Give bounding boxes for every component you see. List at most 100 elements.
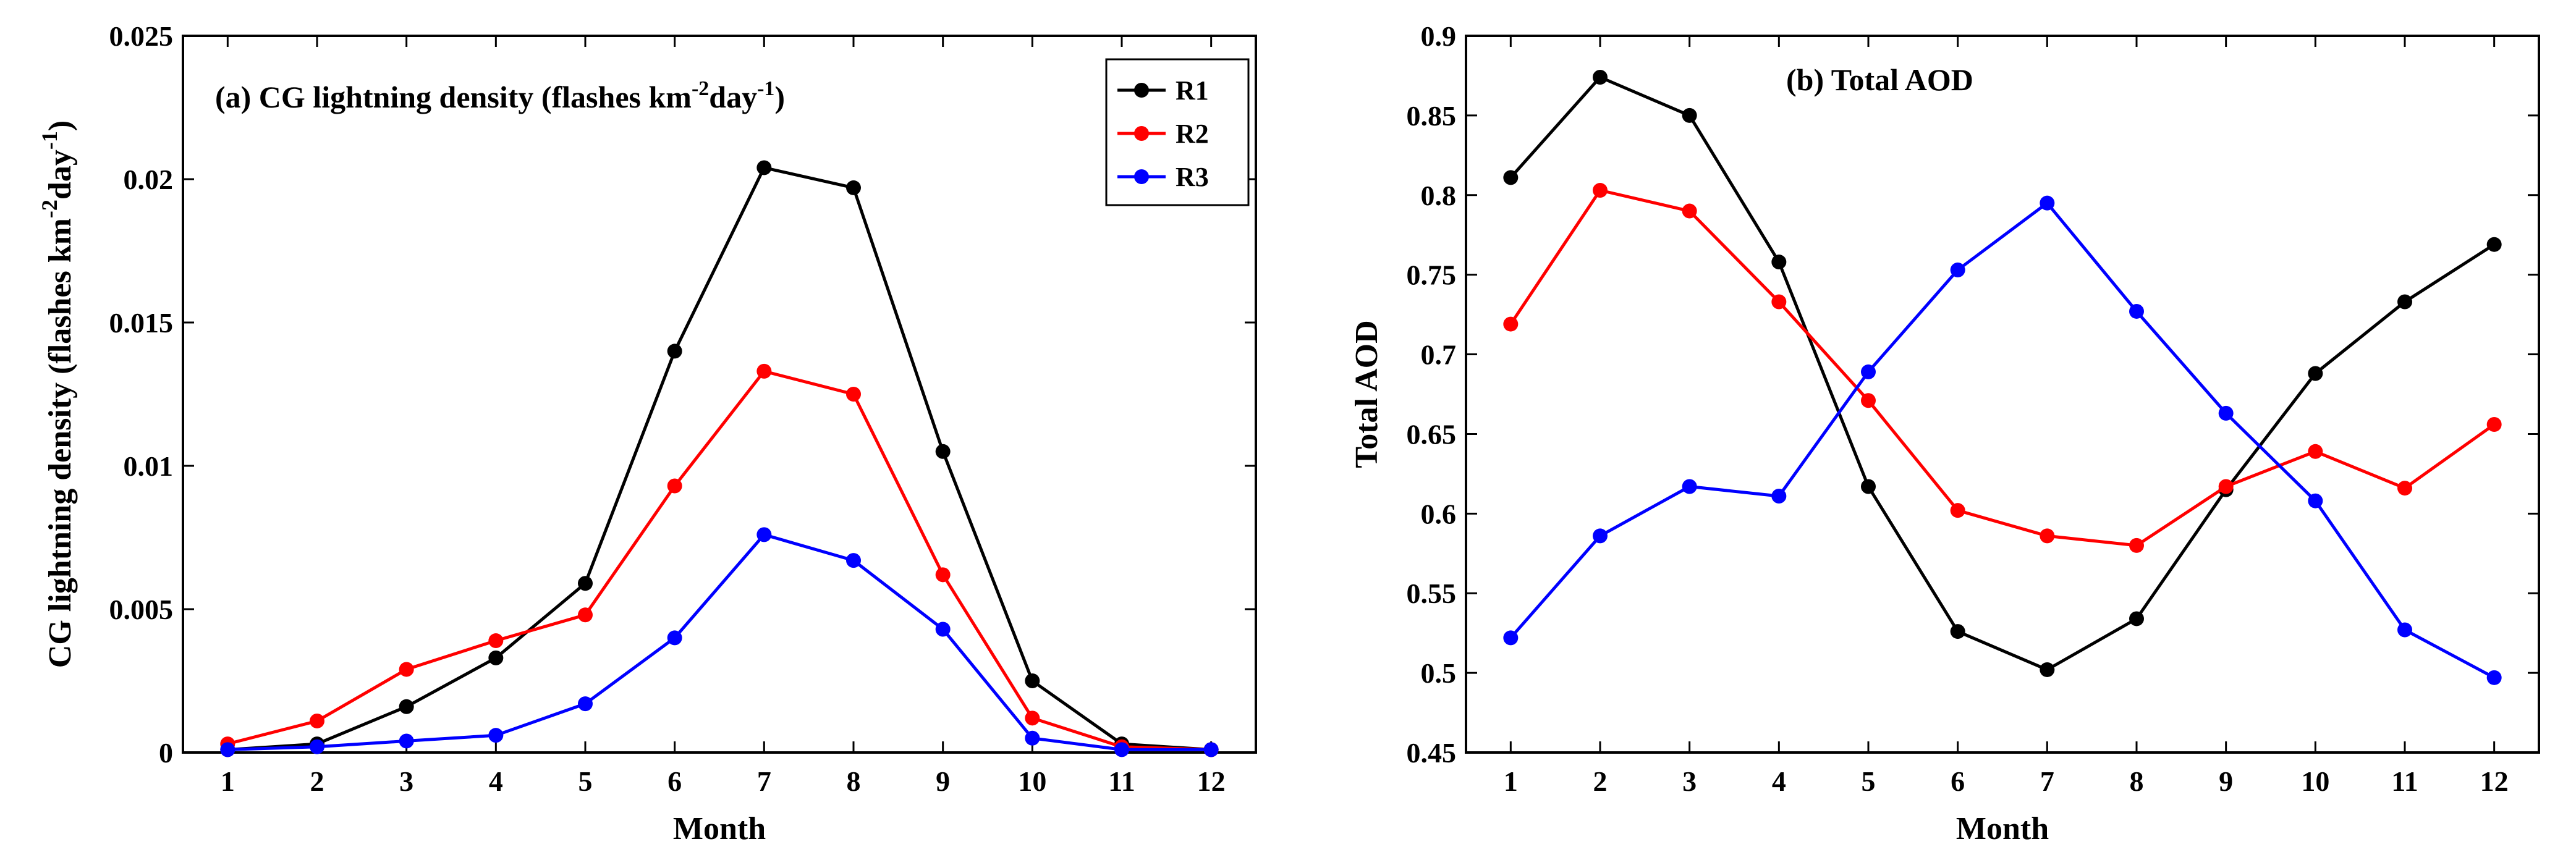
chart-b-data-point-r3 bbox=[2308, 493, 2323, 508]
chart-b-data-point-r2 bbox=[2040, 528, 2055, 544]
chart-b-data-point-r1 bbox=[2308, 366, 2323, 381]
chart-b-y-tick-label: 0.5 bbox=[1421, 657, 1457, 689]
chart-b-series-line-r1 bbox=[1509, 75, 2496, 672]
chart-b-x-tick-label: 10 bbox=[2301, 765, 2329, 797]
chart-a-x-tick-label: 10 bbox=[1018, 765, 1046, 797]
chart-b-x-tick-label: 8 bbox=[2130, 765, 2144, 797]
chart-b-y-tick-label: 0.9 bbox=[1421, 20, 1457, 52]
chart-a-data-point-r3 bbox=[310, 739, 324, 754]
chart-a-x-tick-label: 8 bbox=[847, 765, 861, 797]
chart-b-data-point-r2 bbox=[1682, 203, 1697, 219]
chart-a-x-tick-label: 11 bbox=[1108, 765, 1135, 797]
chart-b-x-axis-label: Month bbox=[1956, 811, 2049, 846]
legend-item-r2: R2 bbox=[1117, 119, 1209, 149]
chart-a-data-point-r3 bbox=[667, 630, 682, 646]
chart-b-y-tick-label: 0.8 bbox=[1421, 180, 1457, 211]
chart-b-data-point-r2 bbox=[2308, 444, 2323, 459]
chart-a-data-point-r3 bbox=[578, 696, 593, 712]
chart-b-data-point-r1 bbox=[1682, 108, 1697, 123]
chart-b-data-point-r2 bbox=[1771, 294, 1787, 310]
chart-b-series-line-r2 bbox=[1509, 188, 2496, 547]
chart-b-data-point-r1 bbox=[1503, 170, 1519, 185]
chart-b-y-ticks: 0.45 0.5 0.55 0.6 0.65 0.7 0.75 0.8 0.85 0.9 bbox=[1407, 20, 2539, 769]
chart-a-data-point-r2 bbox=[578, 607, 593, 623]
chart-a-data-point-r3 bbox=[756, 527, 772, 542]
chart-a-y-ticks: 0 0.005 0.01 0.015 0.02 0.025 bbox=[109, 20, 1256, 769]
chart-b-data-point-r1 bbox=[1593, 70, 1608, 85]
chart-b-x-tick-label: 12 bbox=[2480, 765, 2509, 797]
chart-b-data-point-r2 bbox=[1861, 393, 1876, 408]
chart-a-data-point-r3 bbox=[488, 728, 504, 743]
chart-b-x-tick-label: 3 bbox=[1682, 765, 1697, 797]
chart-b-data-point-r3 bbox=[1593, 528, 1608, 544]
chart-a-series bbox=[220, 160, 1219, 757]
chart-b-title: (b) Total AOD bbox=[1786, 62, 1973, 97]
chart-b-y-tick-label: 0.45 bbox=[1407, 737, 1457, 769]
chart-b-series-line-r3 bbox=[1509, 201, 2495, 680]
chart-a-plot-frame bbox=[182, 35, 1257, 754]
chart-a-series-line-r3 bbox=[227, 533, 1211, 751]
chart-a-data-point-r3 bbox=[220, 742, 235, 757]
chart-b-data-point-r3 bbox=[1771, 488, 1787, 504]
chart-b-x-tick-label: 2 bbox=[1593, 765, 1608, 797]
chart-a-y-tick-label: 0.025 bbox=[109, 20, 174, 52]
chart-b-x-tick-label: 9 bbox=[2219, 765, 2233, 797]
chart-a-data-point-r2 bbox=[1025, 710, 1040, 726]
chart-a-x-tick-label: 5 bbox=[578, 765, 593, 797]
chart-a-data-point-r1 bbox=[846, 180, 861, 195]
chart-b-y-axis-label: Total AOD bbox=[1349, 320, 1384, 468]
chart-a-x-ticks: 1 2 3 4 5 6 7 8 9 10 11 12 bbox=[221, 36, 1226, 797]
chart-a-data-point-r1 bbox=[399, 699, 414, 714]
chart-b-data-point-r3 bbox=[2486, 670, 2502, 685]
chart-b-y-tick-label: 0.85 bbox=[1407, 100, 1457, 132]
chart-b-data-point-r2 bbox=[1593, 183, 1608, 198]
chart-b-data-point-r1 bbox=[2486, 237, 2502, 252]
legend-label-r1: R1 bbox=[1176, 75, 1209, 106]
chart-a-data-point-r2 bbox=[310, 713, 324, 728]
chart-b-y-tick-label: 0.6 bbox=[1421, 498, 1457, 529]
chart-b-data-point-r3 bbox=[2040, 195, 2055, 211]
chart-a-data-point-r1 bbox=[935, 444, 951, 459]
chart-a-data-point-r3 bbox=[935, 622, 951, 637]
chart-a-data-point-r1 bbox=[578, 576, 593, 591]
chart-b-data-point-r1 bbox=[1950, 624, 1965, 639]
chart-a-y-tick-label: 0.01 bbox=[124, 450, 174, 482]
chart-b-data-point-r3 bbox=[1861, 364, 1876, 379]
chart-a-x-tick-label: 4 bbox=[489, 765, 503, 797]
chart-a-data-point-r2 bbox=[667, 478, 682, 494]
chart-a-data-point-r1 bbox=[756, 160, 772, 175]
chart-a-x-axis-label: Month bbox=[673, 811, 766, 846]
chart-a-series-line-r1 bbox=[227, 166, 1211, 751]
chart-a-data-point-r2 bbox=[935, 567, 951, 583]
chart-a-x-tick-label: 6 bbox=[667, 765, 682, 797]
chart-b-data-point-r3 bbox=[1950, 262, 1965, 277]
chart-a-data-point-r3 bbox=[399, 733, 414, 749]
chart-b-data-point-r2 bbox=[2486, 416, 2502, 432]
chart-b-data-point-r1 bbox=[2129, 611, 2144, 626]
chart-a-data-point-r1 bbox=[1025, 673, 1040, 688]
chart-b-y-tick-label: 0.55 bbox=[1407, 578, 1457, 609]
chart-b-series bbox=[1503, 70, 2502, 685]
chart-b-y-tick-label: 0.7 bbox=[1421, 339, 1457, 371]
chart-a-data-point-r2 bbox=[399, 662, 414, 677]
chart-a-x-tick-label: 1 bbox=[221, 765, 235, 797]
chart-b-data-point-r2 bbox=[2397, 481, 2412, 496]
chart-b-data-point-r3 bbox=[2129, 303, 2144, 319]
chart-b-data-point-r1 bbox=[2397, 294, 2412, 310]
chart-a-data-point-r2 bbox=[756, 363, 772, 379]
chart-b-x-tick-label: 11 bbox=[2391, 765, 2418, 797]
chart-b-x-tick-label: 7 bbox=[2040, 765, 2054, 797]
chart-a-y-axis-label: CG lightning density (flashes km-2day-1) bbox=[37, 120, 78, 668]
chart-b-plot-frame bbox=[1465, 35, 2540, 754]
chart-a-x-tick-label: 7 bbox=[757, 765, 771, 797]
chart-b-x-ticks: 1 2 3 4 5 6 7 8 9 10 11 12 bbox=[1504, 36, 2509, 797]
chart-b-data-point-r3 bbox=[2218, 405, 2234, 421]
chart-a-data-point-r3 bbox=[846, 553, 861, 568]
chart-a-x-tick-label: 3 bbox=[399, 765, 413, 797]
chart-a-data-point-r2 bbox=[846, 387, 861, 402]
chart-a-x-tick-label: 2 bbox=[310, 765, 324, 797]
chart-b-data-point-r1 bbox=[2040, 662, 2055, 677]
